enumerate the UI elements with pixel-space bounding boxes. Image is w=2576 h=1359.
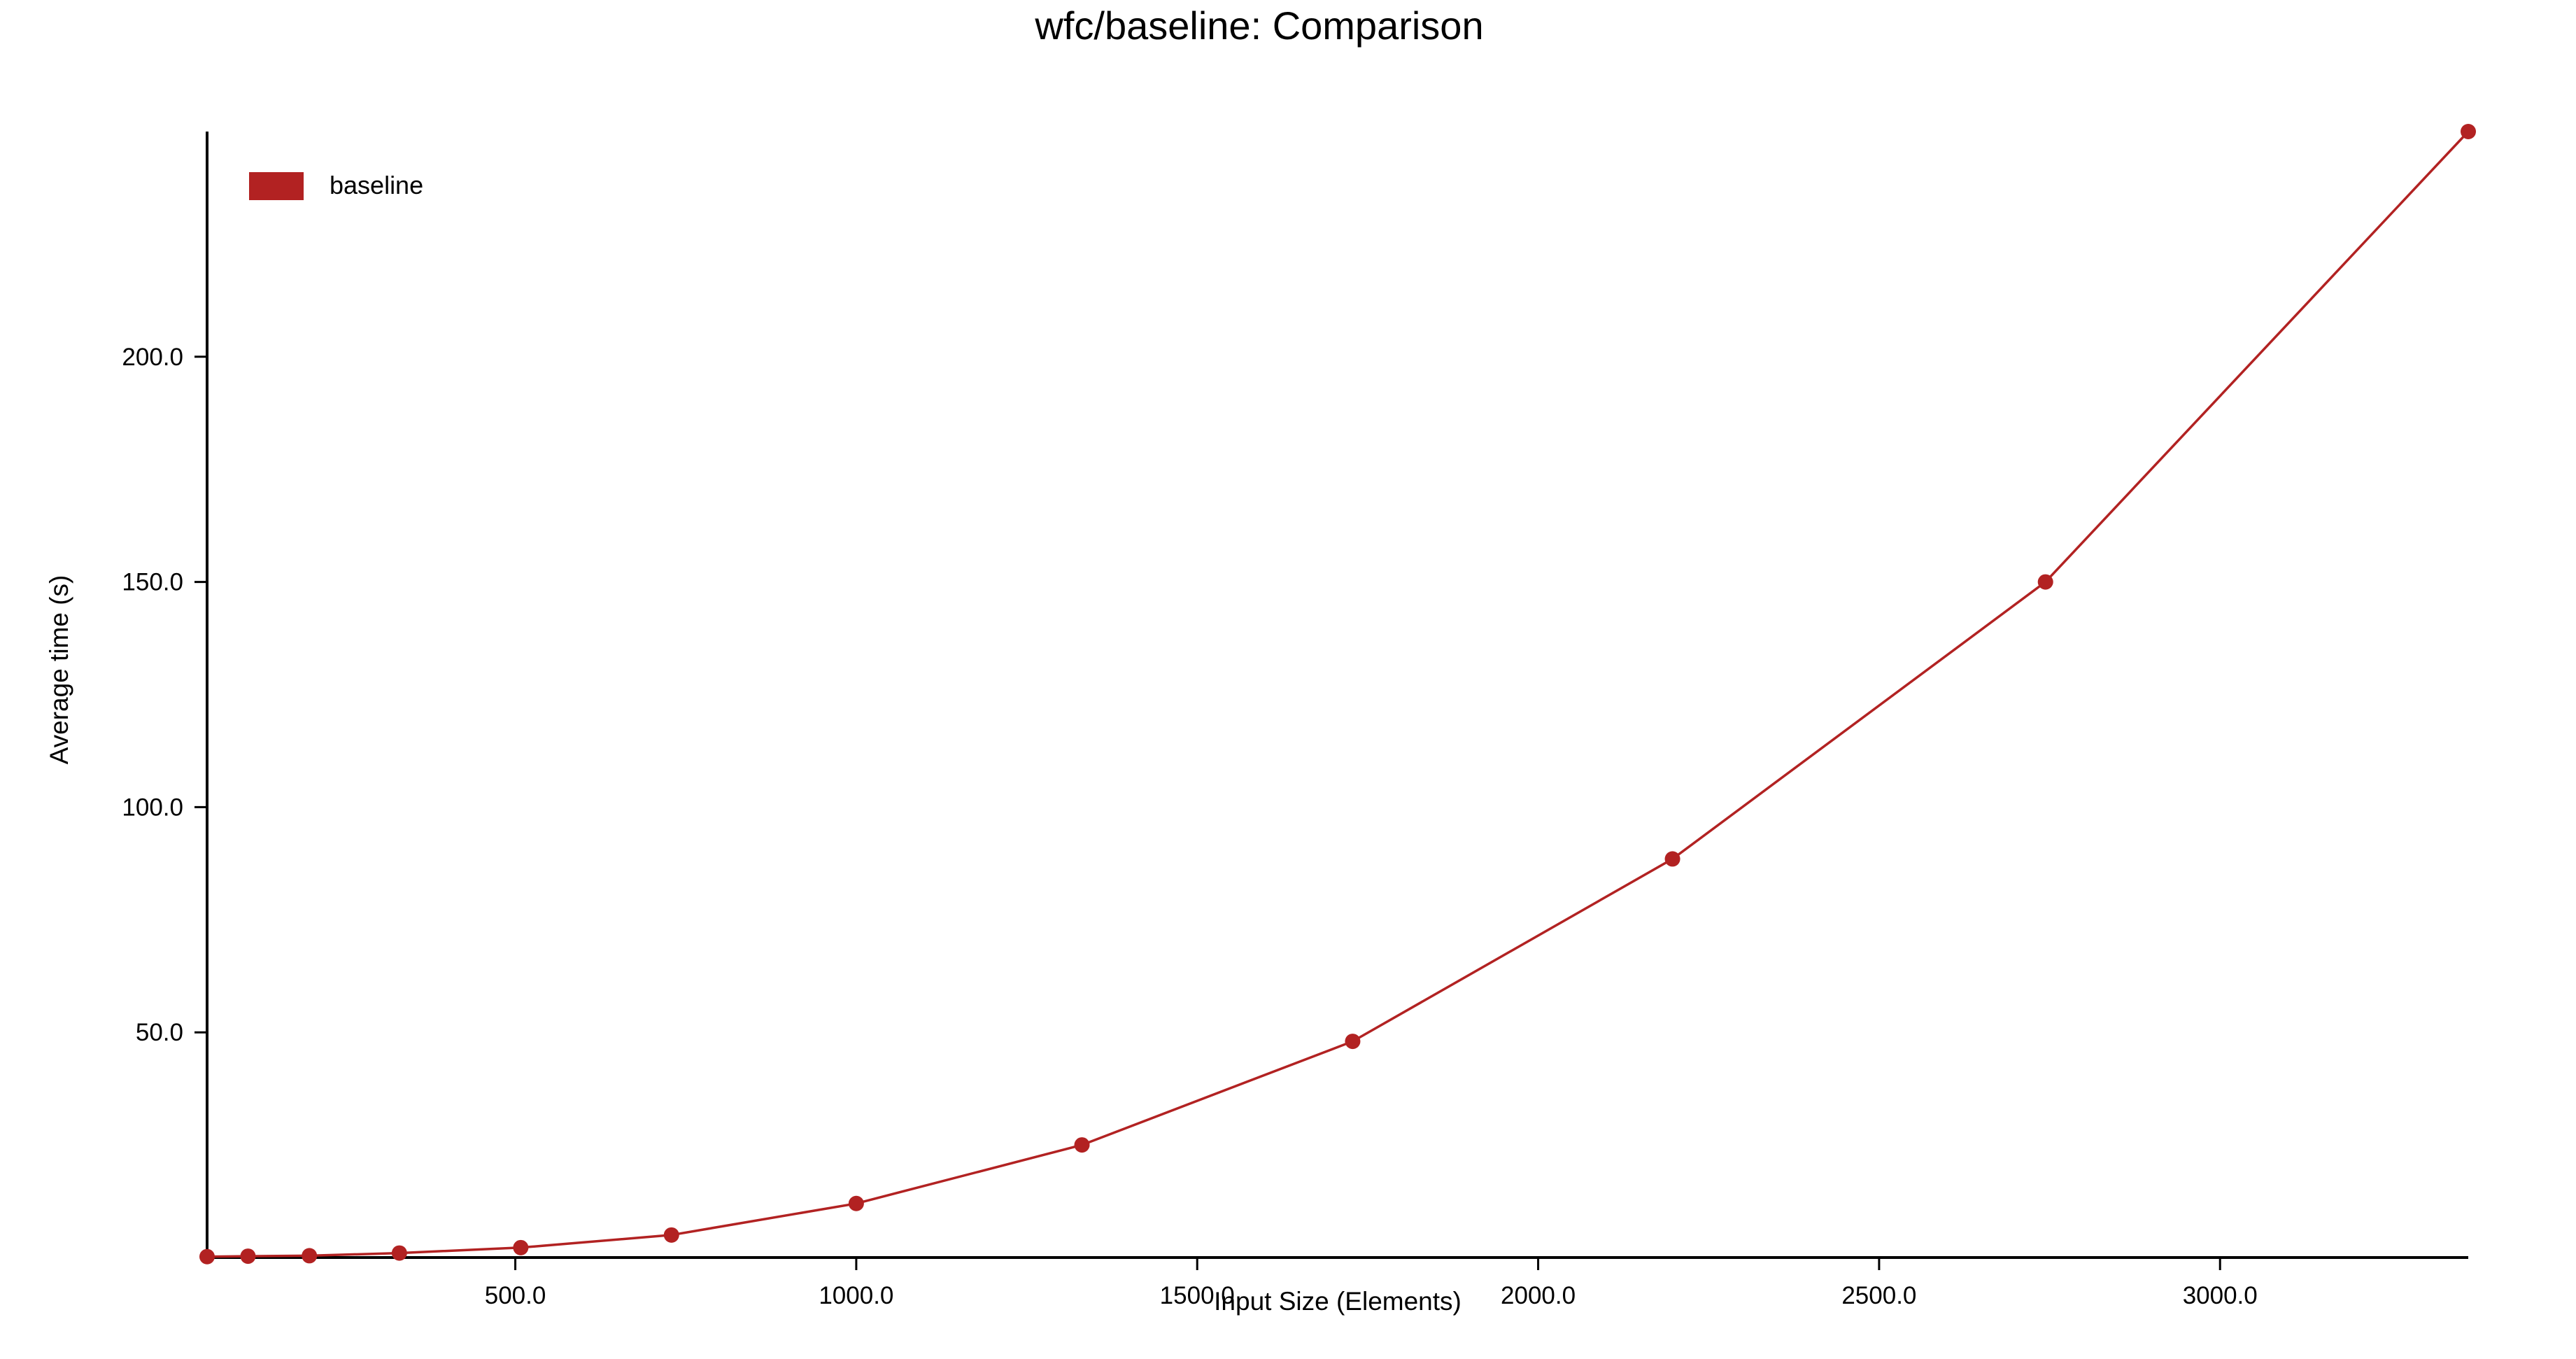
- data-point: [2461, 124, 2476, 139]
- x-tick-label: 1000.0: [819, 1282, 893, 1309]
- axes: [206, 132, 2468, 1259]
- plot-area: [199, 124, 2476, 1265]
- y-axis-label: Average time (s): [45, 575, 73, 765]
- data-point: [1345, 1034, 1361, 1050]
- y-ticks: 50.0 100.0 150.0 200.0: [122, 344, 207, 1046]
- series-line-baseline: [206, 130, 2470, 1258]
- data-point: [848, 1195, 864, 1211]
- data-point: [302, 1248, 318, 1264]
- x-ticks: 500.0 1000.0 1500.0 2000.0 2500.0 3000.0: [485, 1258, 2258, 1309]
- x-tick-label: 3000.0: [2183, 1282, 2258, 1309]
- y-tick-label: 200.0: [122, 344, 183, 371]
- y-tick-label: 100.0: [122, 794, 183, 821]
- chart-title: wfc/baseline: Comparison: [1034, 3, 1483, 48]
- x-tick-label: 2500.0: [1841, 1282, 1916, 1309]
- data-point: [240, 1248, 256, 1265]
- data-point: [391, 1245, 407, 1261]
- x-axis-label: Input Size (Elements): [1214, 1287, 1462, 1316]
- data-point: [1664, 851, 1680, 867]
- data-point: [513, 1239, 529, 1255]
- x-tick-label: 2000.0: [1501, 1282, 1576, 1309]
- legend-label-baseline: baseline: [330, 171, 423, 199]
- data-point: [663, 1227, 679, 1243]
- x-tick-label: 1500.0: [1160, 1282, 1235, 1309]
- legend: baseline: [249, 171, 423, 200]
- data-point: [2037, 574, 2053, 590]
- legend-swatch-baseline: [249, 172, 304, 200]
- data-point: [199, 1248, 215, 1265]
- data-point: [1074, 1137, 1090, 1153]
- x-tick-label: 500.0: [485, 1282, 546, 1309]
- y-tick-label: 150.0: [122, 569, 183, 596]
- y-tick-label: 50.0: [136, 1019, 183, 1046]
